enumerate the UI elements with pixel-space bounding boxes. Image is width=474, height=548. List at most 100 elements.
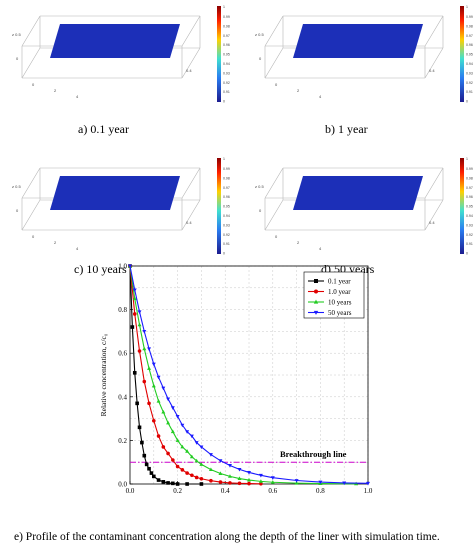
data-point — [247, 471, 251, 475]
legend-label: 1.0 year — [328, 288, 351, 296]
data-point — [170, 429, 175, 434]
contaminant-plume — [343, 24, 373, 35]
concentration-slab — [50, 24, 180, 58]
simulation-panel-10-years: z 0.5 0 0 2 4 0.4 1 0.99 0.98 0.97 0.96 0.95 0.94 0.9… — [10, 154, 240, 262]
data-point — [171, 458, 175, 462]
data-point — [149, 471, 154, 475]
legend-label: 0.1 year — [328, 278, 351, 286]
colorbar-label: 0 — [223, 252, 225, 256]
data-point — [170, 406, 175, 410]
series-line — [129, 265, 357, 485]
data-point — [189, 434, 194, 439]
data-point — [156, 478, 161, 482]
data-point — [259, 481, 263, 486]
data-point — [137, 322, 142, 327]
data-point — [137, 349, 142, 353]
data-point — [227, 464, 232, 468]
data-point — [194, 441, 199, 445]
y-tick-label: 0.8 — [118, 306, 127, 314]
colorbar-top-label: 1 — [223, 5, 225, 9]
x-tick-label: 0.6 — [268, 487, 277, 495]
colorbar-label: 0.98 — [223, 176, 230, 180]
data-point — [258, 473, 263, 478]
x-axis-tick: 4 — [76, 246, 79, 251]
y-tick-label: 0.0 — [118, 481, 127, 489]
colorbar-label: 0 — [466, 100, 468, 104]
data-point — [218, 459, 223, 463]
data-point — [132, 296, 137, 301]
data-point — [151, 383, 156, 388]
data-point — [144, 462, 149, 467]
data-point — [227, 474, 232, 478]
x-axis-tick: 2 — [297, 88, 300, 93]
data-point — [140, 440, 144, 445]
data-point — [228, 481, 232, 485]
z-axis-label: z 0.5 — [255, 184, 264, 189]
caption-a: a) 0.1 year — [78, 122, 129, 136]
data-point — [199, 445, 204, 450]
colorbar-label: 0.94 — [223, 214, 230, 218]
colorbar-label: 0.97 — [466, 34, 473, 38]
data-point — [209, 478, 213, 483]
colorbar — [460, 158, 464, 254]
data-point — [199, 476, 204, 481]
data-point — [237, 467, 242, 472]
data-point — [166, 481, 170, 485]
z-axis-tick: 0 — [259, 208, 262, 213]
colorbar-label: 0.91 — [466, 242, 473, 246]
legend-label: 50 years — [328, 309, 352, 317]
data-point — [185, 430, 190, 434]
x-axis-tick: 0 — [275, 82, 278, 87]
data-point — [314, 279, 318, 283]
data-point — [147, 401, 151, 406]
data-point — [208, 453, 213, 457]
data-point — [156, 434, 161, 438]
data-point — [180, 468, 185, 472]
colorbar-label: 0.91 — [223, 90, 230, 94]
data-point — [199, 482, 204, 486]
series-10-years — [128, 263, 359, 486]
series-50-years — [128, 264, 370, 486]
x-tick-label: 0.4 — [221, 487, 230, 495]
colorbar-label: 0.94 — [466, 214, 473, 218]
data-point — [237, 476, 242, 480]
data-point — [147, 366, 152, 370]
simulation-panel-1-year: z 0.5 0 0 2 4 0.4 1 0.99 0.98 0.97 0.96 0.95 0.94 0.9… — [253, 2, 474, 110]
data-point — [175, 414, 180, 419]
z-axis-label: z 0.5 — [12, 184, 21, 189]
colorbar-top-label: 1 — [223, 157, 225, 161]
x-axis-tick: 0 — [32, 234, 35, 239]
data-point — [270, 480, 275, 484]
data-point — [237, 481, 242, 486]
data-point — [161, 386, 166, 391]
data-point — [313, 299, 319, 304]
data-point — [313, 310, 319, 315]
z-axis-tick: 0 — [16, 56, 19, 61]
colorbar-label: 0.94 — [223, 62, 230, 66]
x-tick-label: 0.8 — [316, 487, 325, 495]
data-point — [342, 481, 347, 486]
data-point — [137, 310, 142, 314]
data-point — [152, 418, 156, 423]
y-axis-label: Relative concentration, c/c₀ — [99, 333, 108, 416]
data-point — [130, 325, 135, 329]
data-point — [161, 445, 166, 449]
data-point — [208, 467, 213, 472]
chart-svg: 0.0 0.2 0.4 0.6 0.8 1.0 0.0 0.2 0.4 0.6 0.8 1.0 Dept… — [99, 263, 373, 507]
data-point — [166, 397, 171, 402]
data-point — [185, 449, 190, 453]
simulation-panel-50-years: z 0.5 0 0 2 4 0.4 1 0.99 0.98 0.97 0.96 0.95 0.94 0.9… — [253, 154, 474, 262]
simulation-panel-0-1-year: z 0.5 0 0 2 4 0.4 1 0.99 0.98 0.97 0.96 0.95 0.94 0.9… — [10, 2, 240, 110]
colorbar-label: 0.99 — [466, 167, 473, 171]
data-point — [185, 471, 189, 475]
legend-box — [303, 271, 365, 319]
data-point — [189, 454, 194, 459]
colorbar — [460, 6, 464, 102]
colorbar — [217, 158, 221, 254]
colorbar-label: 0.92 — [223, 233, 230, 237]
colorbar-label: 0.95 — [466, 205, 473, 209]
x-tick-label: 0.0 — [126, 487, 135, 495]
data-point — [185, 482, 189, 486]
z-axis-label: z 0.5 — [12, 32, 21, 37]
x-axis-tick: 2 — [54, 240, 57, 245]
